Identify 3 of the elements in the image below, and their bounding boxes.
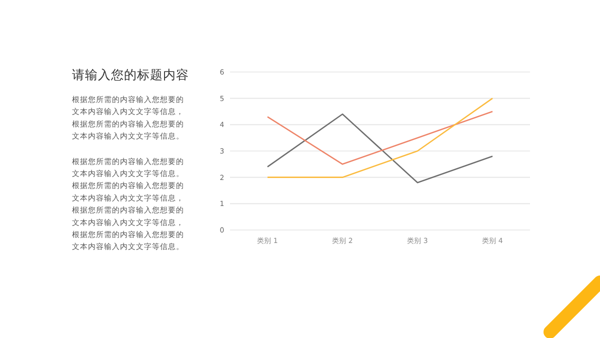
chart-title: 请输入您的标题内容	[72, 67, 189, 82]
line-series	[266, 113, 494, 184]
line-series	[266, 110, 494, 165]
